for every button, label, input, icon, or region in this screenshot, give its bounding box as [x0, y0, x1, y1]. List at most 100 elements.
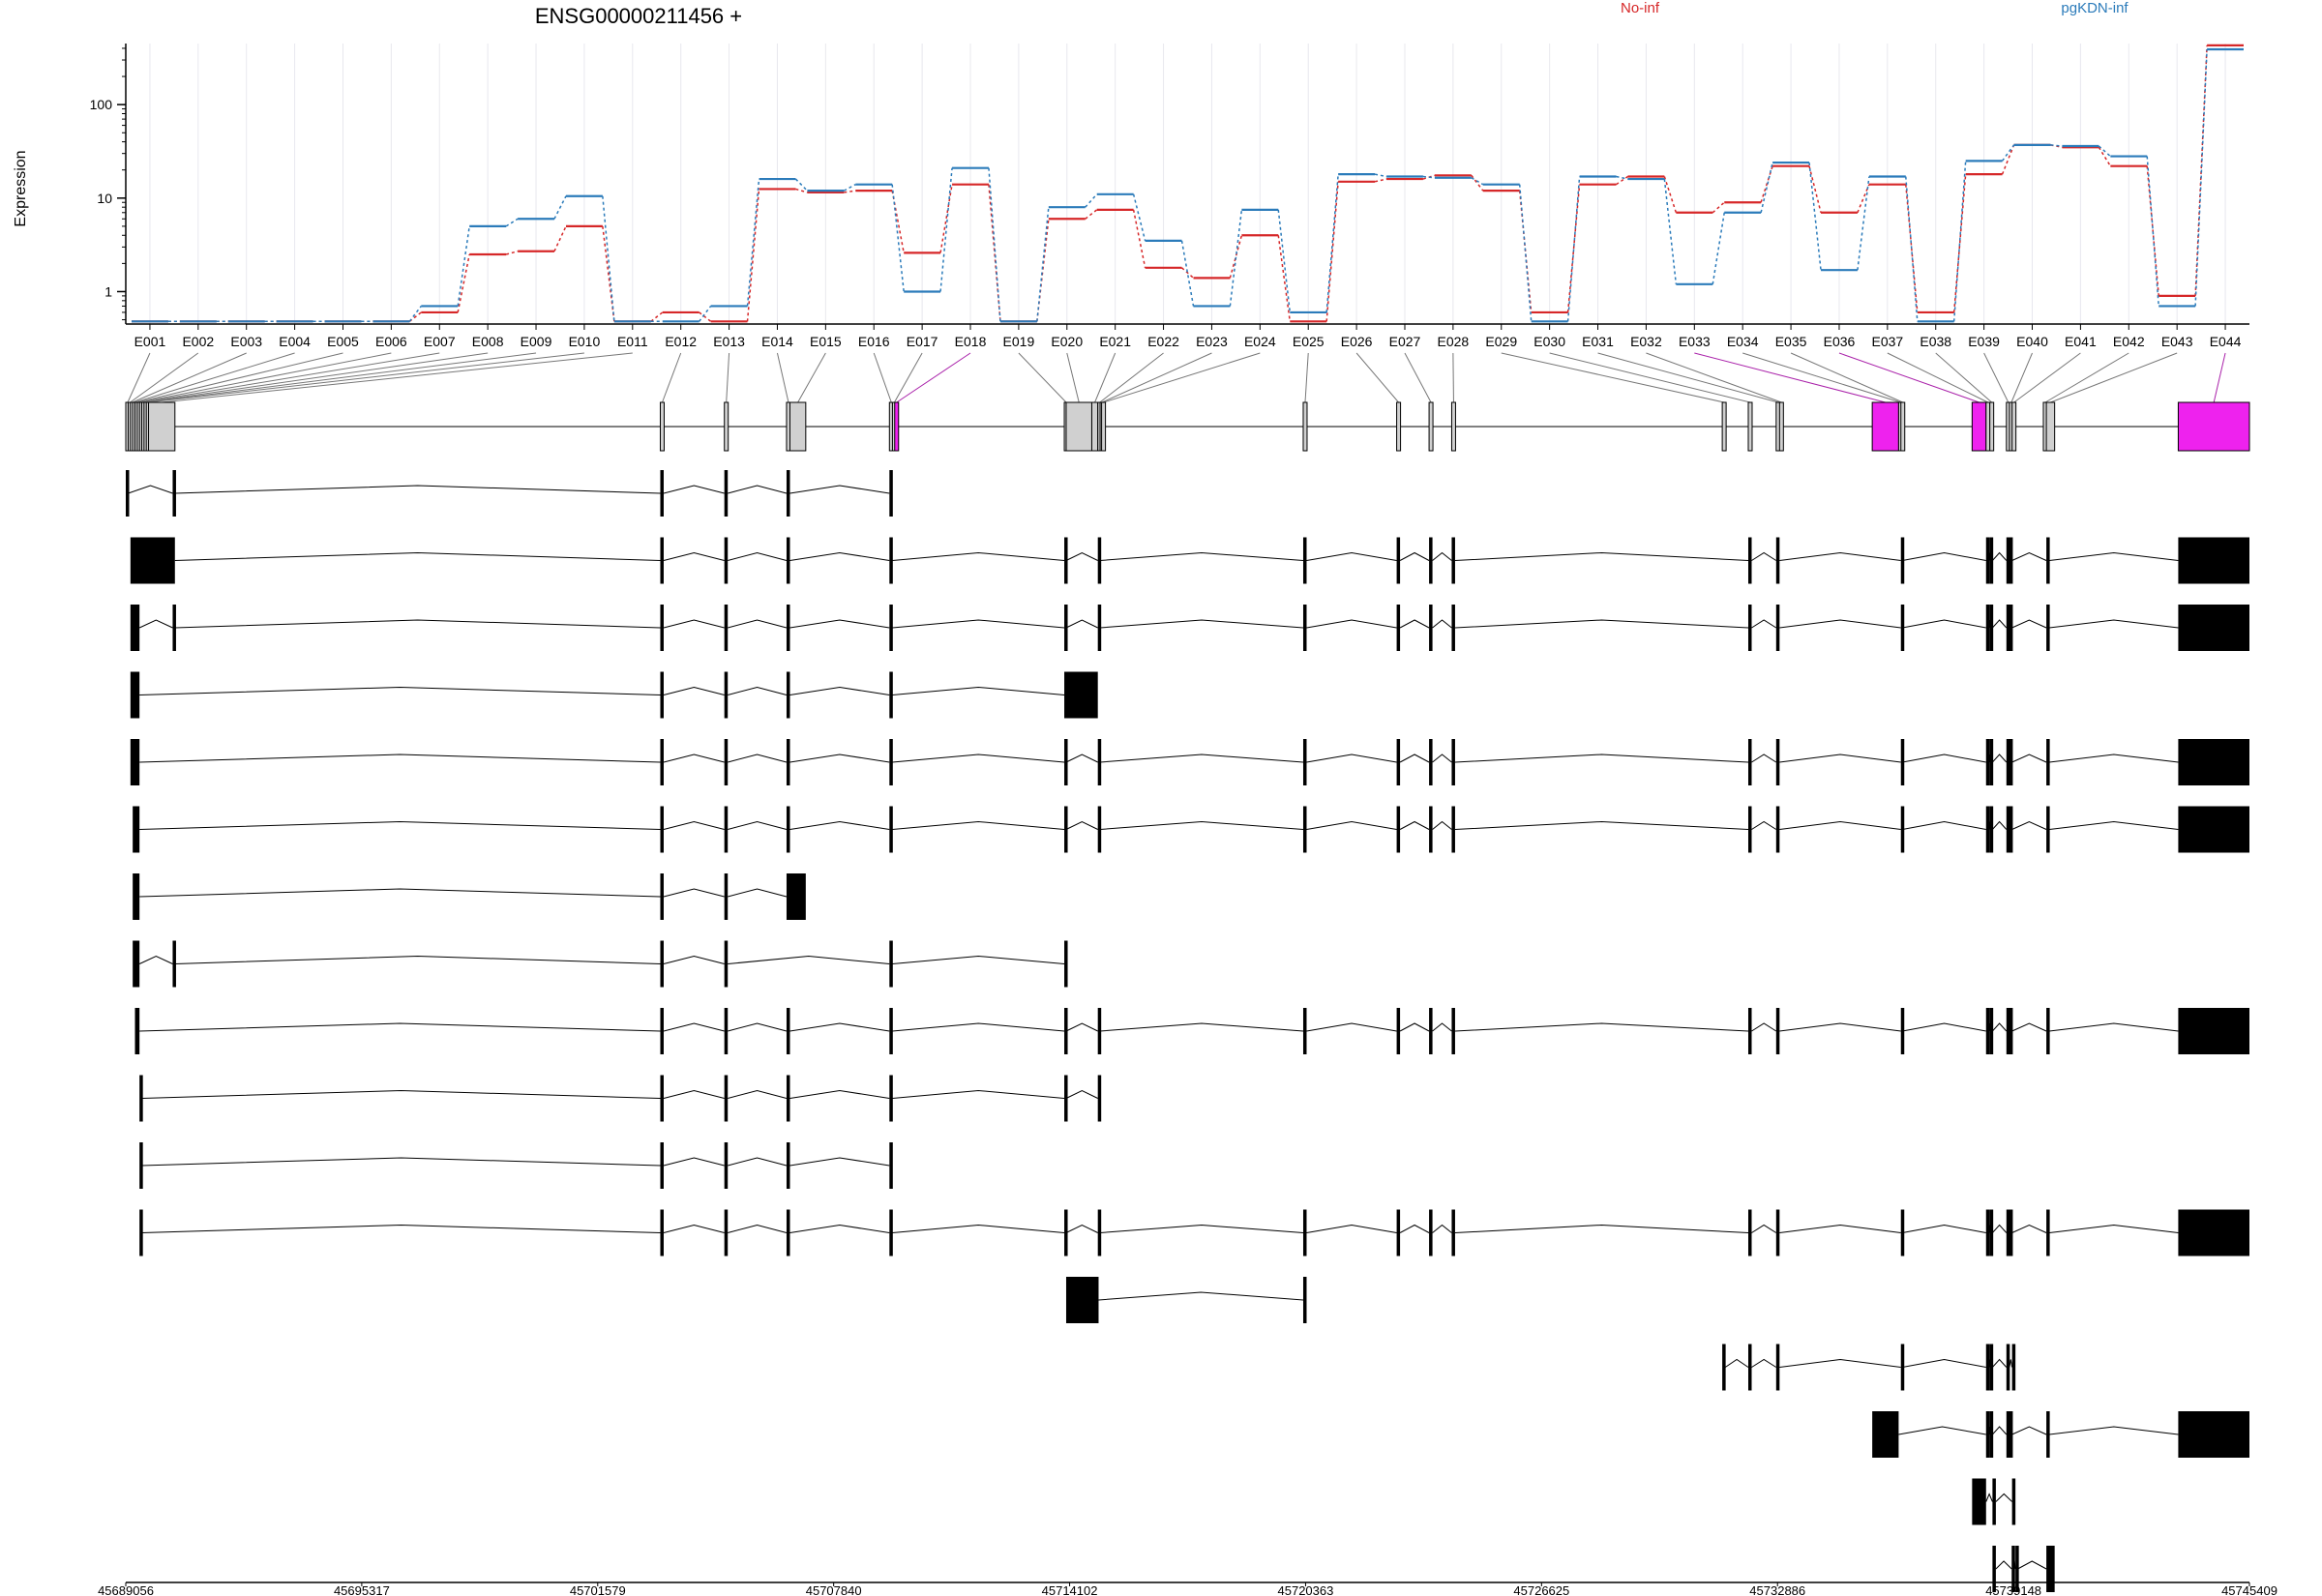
transcript-exon	[889, 739, 893, 785]
data-connector	[1616, 175, 1628, 186]
transcript-exon	[786, 1075, 790, 1122]
data-connector	[1471, 174, 1484, 192]
data-connector	[2098, 145, 2111, 158]
exon-connector	[1066, 352, 1080, 403]
x-tick-label: E007	[424, 334, 456, 349]
x-tick-label: E002	[182, 334, 214, 349]
exon-E033	[1871, 401, 1899, 452]
exon-connector	[1790, 352, 1903, 403]
intron	[789, 1089, 890, 1099]
intron	[1995, 1560, 2012, 1570]
transcript-exon	[889, 1142, 893, 1189]
exon-connector	[776, 352, 789, 403]
intron	[1306, 1022, 1397, 1032]
intron	[1454, 820, 1749, 830]
transcript-exon	[1900, 605, 1905, 651]
data-connector	[457, 253, 470, 313]
exon-E028	[1450, 401, 1456, 452]
transcript-track	[130, 671, 1098, 719]
transcript-exon	[660, 1075, 664, 1122]
data-connector	[843, 184, 856, 192]
transcript-exon	[1451, 605, 1455, 651]
transcript-exon	[139, 1075, 143, 1122]
transcript-exon	[2009, 537, 2013, 584]
transcript-exon	[1775, 806, 1780, 853]
intron	[1724, 1358, 1749, 1368]
intron	[2049, 1022, 2179, 1032]
transcript-exon	[660, 537, 664, 584]
transcript-exon	[1900, 1008, 1905, 1054]
transcript-exon	[724, 739, 729, 785]
intron	[2011, 1224, 2047, 1233]
genomic-tick-label: 45739148	[1985, 1583, 2041, 1596]
x-tick-label: E015	[810, 334, 842, 349]
intron	[1992, 1022, 2008, 1032]
transcript-exon	[1097, 1008, 1102, 1054]
transcript-exon	[889, 940, 893, 988]
transcript-exon	[1396, 1209, 1401, 1256]
intron	[1432, 619, 1452, 629]
transcript-exon	[1302, 537, 1307, 584]
x-tick-label: E024	[1244, 334, 1276, 349]
intron	[1454, 1022, 1749, 1032]
transcript-exon	[1989, 1411, 1994, 1458]
intron	[1992, 1426, 2008, 1435]
data-connector	[939, 184, 953, 253]
transcript-exon	[786, 1142, 790, 1189]
intron	[1992, 551, 2008, 561]
x-tick-label: E039	[1968, 334, 2000, 349]
transcript-exon	[2178, 605, 2249, 651]
transcript-exon	[133, 873, 140, 920]
intron	[1099, 619, 1304, 629]
intron	[892, 820, 1065, 830]
intron	[663, 686, 725, 695]
transcript-exon	[2011, 1344, 2016, 1391]
transcript-tracks	[126, 470, 2249, 1592]
genomic-tick-label: 45726625	[1513, 1583, 1569, 1596]
transcript-exon	[139, 1142, 143, 1189]
transcript-exon	[786, 1209, 790, 1256]
transcript-exon	[1064, 671, 1098, 719]
genomic-tick-label: 45732886	[1749, 1583, 1805, 1596]
exon-connector	[136, 352, 343, 403]
genomic-tick-label: 45707840	[806, 1583, 862, 1596]
transcript-exon	[1064, 1008, 1068, 1054]
exon-connector	[1935, 352, 1992, 403]
transcript-exon	[2009, 605, 2013, 651]
transcript-exon	[1985, 1209, 1990, 1256]
transcript-exon	[724, 1075, 729, 1122]
exon-connector	[143, 352, 489, 403]
transcript-exon	[2006, 739, 2010, 785]
intron	[2011, 619, 2047, 629]
transcript-exon	[1989, 806, 1994, 853]
exon-E036	[1971, 401, 1987, 452]
intron	[1751, 1224, 1777, 1233]
transcript-exon	[2178, 1209, 2249, 1256]
transcript-exon	[1747, 1344, 1752, 1391]
intron	[1992, 619, 2008, 629]
transcript-exon	[1451, 537, 1455, 584]
transcript-exon	[1064, 537, 1068, 584]
transcript-track	[139, 1209, 2249, 1256]
exon-connector	[2213, 352, 2226, 403]
transcript-exon	[1396, 1008, 1401, 1054]
transcript-exon	[1747, 739, 1752, 785]
transcript-exon	[1396, 806, 1401, 853]
transcript-exon	[889, 470, 893, 517]
exon-connector	[896, 352, 971, 403]
intron	[728, 485, 788, 494]
transcript-exon	[2006, 1008, 2010, 1054]
transcript-exon	[2178, 806, 2249, 853]
transcript-exon	[1302, 739, 1307, 785]
transcript-exon	[786, 605, 790, 651]
exon-connector	[1099, 352, 1164, 403]
transcript-exon	[1302, 1008, 1307, 1054]
transcript-exon	[1429, 605, 1433, 651]
intron	[2011, 551, 2047, 561]
intron	[1399, 820, 1430, 830]
transcript-exon	[1989, 1344, 1994, 1391]
x-tick-label: E025	[1293, 334, 1325, 349]
exon-connector	[662, 352, 682, 403]
intron	[141, 1157, 661, 1167]
transcript-exon	[786, 537, 790, 584]
